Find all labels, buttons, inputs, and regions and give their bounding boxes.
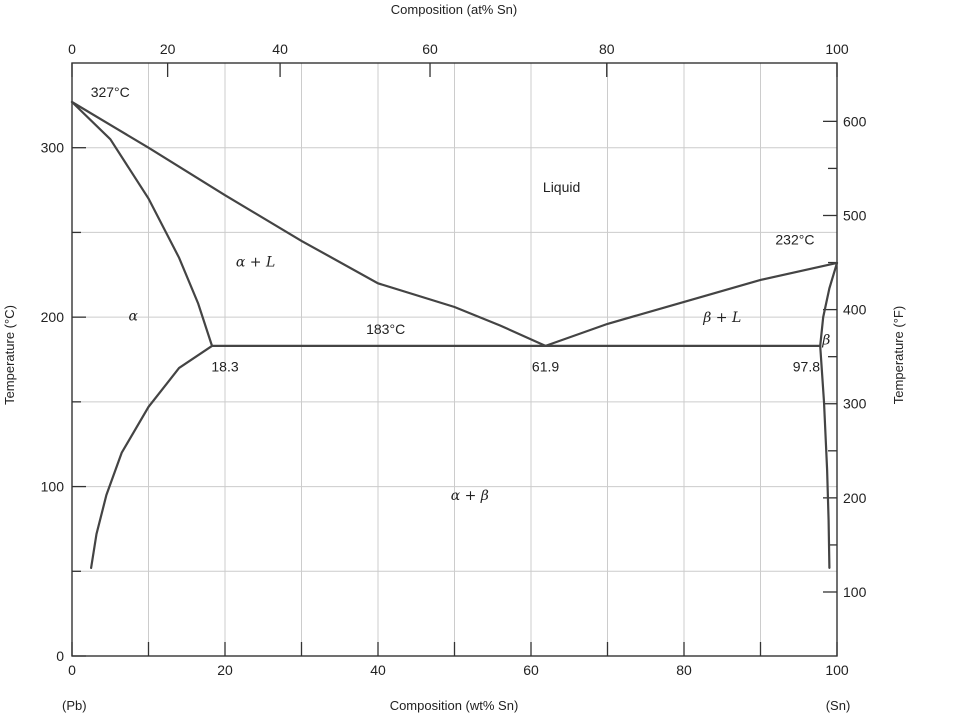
- y-tick-label-left: 300: [41, 140, 65, 156]
- left-axis-title: Temperature (°C): [2, 305, 17, 405]
- bottom-axis-title: Composition (wt% Sn): [390, 698, 519, 713]
- grid-layer: [72, 63, 837, 656]
- x-tick-label-bottom: 0: [68, 662, 76, 678]
- y-tick-label-left: 200: [41, 309, 65, 325]
- y-tick-label-right: 100: [843, 584, 867, 600]
- y-tick-label-right: 200: [843, 490, 867, 506]
- y-tick-label-left: 100: [41, 479, 65, 495]
- x-tick-label-top: 20: [160, 41, 176, 57]
- chart-annotation: 61.9: [532, 358, 559, 374]
- series-line-solvus-right: [819, 344, 831, 570]
- top-axis-title: Composition (at% Sn): [391, 2, 517, 17]
- chart-annotation: 232°C: [775, 231, 814, 247]
- y-tick-label-right: 400: [843, 302, 867, 318]
- y-tick-label-right: 500: [843, 207, 867, 223]
- chart-annotation: Liquid: [543, 179, 580, 195]
- chart-annotation: β + L: [702, 310, 741, 326]
- series-line-liquidus-right: [544, 261, 839, 347]
- chart-annotation: 183°C: [366, 321, 405, 337]
- y-tick-label-left: 0: [56, 648, 64, 664]
- chart-annotation: 327°C: [91, 84, 130, 100]
- sn-end-label: (Sn): [826, 698, 851, 713]
- pb-end-label: (Pb): [62, 698, 87, 713]
- x-tick-label-top: 100: [825, 41, 849, 57]
- chart-annotation: 97.8: [793, 358, 820, 374]
- phase-lines: [70, 100, 839, 570]
- chart-annotation: α + β: [451, 488, 489, 504]
- x-tick-label-bottom: 60: [523, 662, 539, 678]
- chart-annotation: α + L: [236, 254, 275, 270]
- y-tick-label-right: 600: [843, 113, 867, 129]
- x-tick-label-bottom: 40: [370, 662, 386, 678]
- y-tick-label-right: 300: [843, 396, 867, 412]
- series-line-solvus-left: [89, 344, 214, 570]
- series-line-liquidus-left: [70, 100, 547, 347]
- series-line-solidus-left: [70, 100, 214, 347]
- chart-annotation: α: [128, 309, 138, 325]
- x-tick-label-top: 80: [599, 41, 615, 57]
- annotations: 327°C 232°C 183°C 18.3 61.9 97.8 Liquid α + L α β…: [91, 84, 831, 504]
- x-tick-label-bottom: 20: [217, 662, 233, 678]
- x-tick-label-top: 40: [272, 41, 288, 57]
- x-tick-label-top: 0: [68, 41, 76, 57]
- chart-annotation: 18.3: [211, 358, 238, 374]
- x-tick-label-top: 60: [422, 41, 438, 57]
- x-tick-label-bottom: 80: [676, 662, 692, 678]
- series-line-solidus-right: [819, 261, 839, 347]
- x-tick-label-bottom: 100: [825, 662, 849, 678]
- tick-layer: 0 20 40 60 80 100 0 20 40 60 80 100 0 100 200 300 100 200…: [41, 41, 867, 678]
- chart-annotation: β: [821, 332, 830, 348]
- right-axis-title: Temperature (°F): [891, 306, 906, 404]
